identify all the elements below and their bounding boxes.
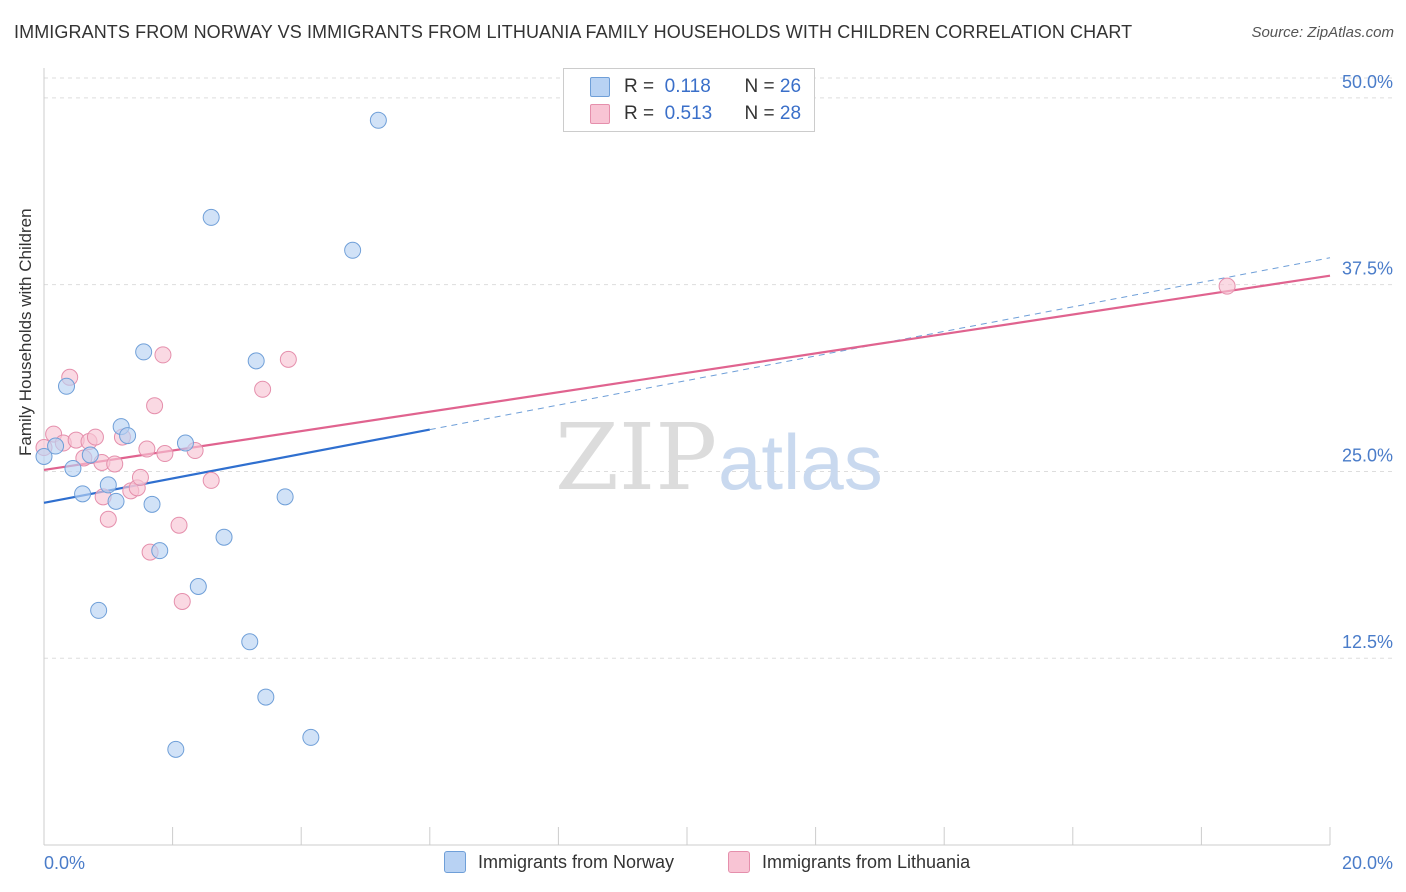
series-norway-label: Immigrants from Norway: [478, 851, 675, 872]
series-legend-norway: Immigrants from Norway: [444, 851, 674, 873]
norway-r-label: R =: [624, 76, 655, 97]
norway-point: [276, 488, 294, 506]
x-tick-label-min: 0.0%: [44, 853, 85, 873]
lithuania-point: [202, 471, 220, 489]
norway-point: [241, 633, 259, 651]
norway-point: [369, 111, 387, 129]
series-lithuania-label: Immigrants from Lithuania: [762, 851, 971, 872]
series-norway-swatch: [444, 851, 466, 873]
tick-label-layer: 12.5% 25.0% 37.5% 50.0% 0.0% 20.0%: [44, 72, 1393, 873]
norway-point: [64, 459, 82, 477]
norway-point: [119, 427, 137, 445]
lithuania-point: [86, 428, 104, 446]
chart-title: IMMIGRANTS FROM NORWAY VS IMMIGRANTS FRO…: [14, 22, 1133, 42]
y-tick-label: 12.5%: [1342, 632, 1393, 652]
lithuania-point: [156, 445, 174, 463]
norway-point: [107, 492, 125, 510]
norway-point: [189, 577, 207, 595]
points-layer: [35, 111, 1236, 758]
lithuania-n-value: 28: [779, 103, 802, 124]
lithuania-point: [106, 455, 124, 473]
legend-row-lithuania: R = 0.513 N = 28: [590, 101, 801, 127]
lithuania-r-label: R =: [624, 103, 655, 124]
norway-n-label: N =: [744, 76, 775, 97]
watermark-zip: ZIP: [555, 404, 717, 511]
y-tick-label: 37.5%: [1342, 259, 1393, 279]
lithuania-point: [131, 468, 149, 486]
lithuania-point: [146, 397, 164, 415]
norway-n-value: 26: [779, 76, 802, 97]
norway-r-value: 0.118: [664, 76, 711, 97]
lithuania-point: [279, 350, 297, 368]
lithuania-point: [170, 516, 188, 534]
correlation-legend: R = 0.118 N = 26 R = 0.513 N = 28: [563, 68, 815, 132]
series-lithuania-swatch: [728, 851, 750, 873]
lithuania-point: [154, 346, 172, 364]
norway-point: [257, 688, 275, 706]
norway-point: [215, 528, 233, 546]
lithuania-point: [1218, 277, 1236, 295]
watermark: ZIP atlas: [555, 404, 883, 511]
lithuania-swatch: [590, 104, 610, 124]
watermark-atlas: atlas: [718, 418, 883, 506]
lithuania-point: [254, 380, 272, 398]
lithuania-point: [138, 440, 156, 458]
y-axis-label: Family Households with Children: [16, 208, 35, 456]
norway-point: [135, 343, 153, 361]
lithuania-trend-line: [43, 274, 1331, 472]
lithuania-point: [99, 510, 117, 528]
norway-point: [58, 377, 76, 395]
y-tick-label: 25.0%: [1342, 445, 1393, 465]
norway-point: [35, 448, 53, 465]
series-legend-lithuania: Immigrants from Lithuania: [728, 851, 970, 873]
norway-point: [143, 495, 161, 513]
y-tick-label: 50.0%: [1342, 72, 1393, 92]
norway-point: [302, 728, 320, 746]
norway-point: [202, 208, 220, 226]
lithuania-n-label: N =: [744, 103, 775, 124]
norway-point: [176, 434, 194, 452]
norway-point: [344, 241, 362, 259]
lithuania-point: [173, 592, 191, 610]
norway-point: [74, 485, 92, 503]
norway-point: [99, 476, 117, 494]
norway-swatch: [590, 77, 610, 97]
norway-point: [47, 437, 65, 455]
norway-point: [151, 542, 169, 560]
legend-row-norway: R = 0.118 N = 26: [590, 74, 801, 100]
x-tick-label-max: 20.0%: [1342, 853, 1393, 873]
norway-point: [167, 740, 185, 758]
source-label: Source: ZipAtlas.com: [1251, 24, 1394, 41]
norway-point: [90, 601, 108, 619]
norway-point: [247, 352, 265, 370]
norway-trend-extension: [429, 257, 1331, 431]
lithuania-r-value: 0.513: [664, 103, 713, 124]
norway-point: [81, 446, 99, 464]
